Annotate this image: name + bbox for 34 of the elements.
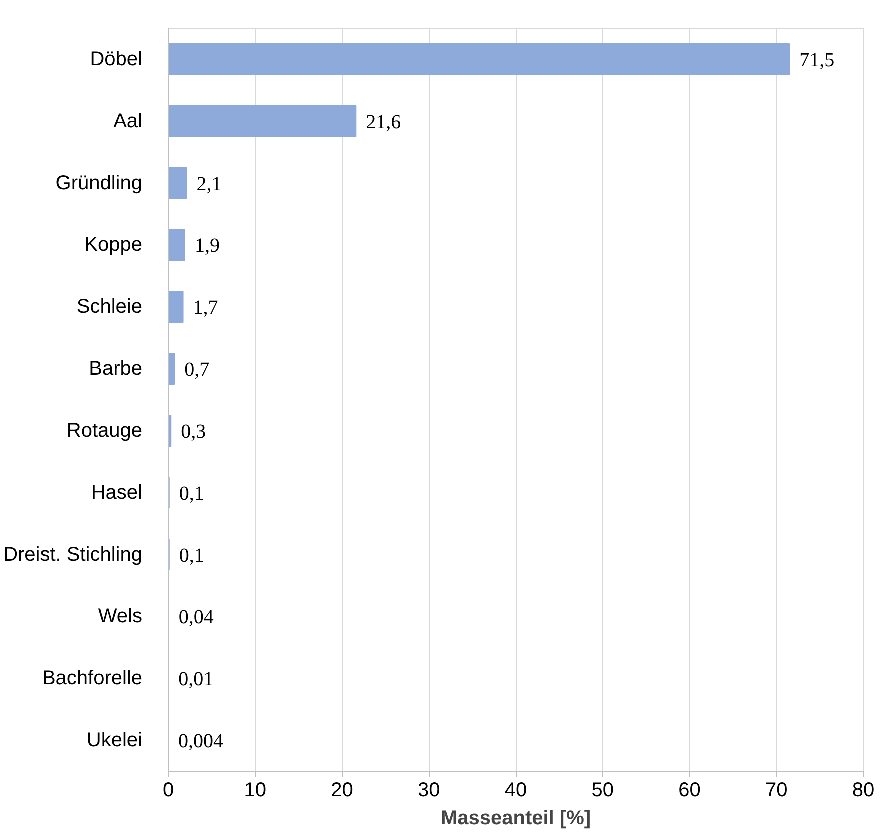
y-tick-label: Barbe <box>89 358 143 380</box>
data-label: 0,1 <box>179 544 204 567</box>
y-tick-label: Gründling <box>56 172 142 194</box>
data-label: 0,04 <box>178 606 214 629</box>
data-label: 0,004 <box>178 730 224 753</box>
x-tick-label: 70 <box>766 780 788 802</box>
y-tick-label: Döbel <box>90 48 143 70</box>
y-tick-label: Ukelei <box>86 730 142 752</box>
y-tick-label: Wels <box>98 606 143 628</box>
y-tick-label: Bachforelle <box>42 668 143 690</box>
x-tick-label: 20 <box>331 780 354 802</box>
y-tick-label: Koppe <box>84 234 143 256</box>
data-label: 1,7 <box>193 297 218 320</box>
x-tick-label: 60 <box>678 780 701 802</box>
y-tick-label: Schleie <box>76 296 143 318</box>
data-label: 0,1 <box>179 482 204 505</box>
y-tick-label: Aal <box>114 110 142 132</box>
x-tick-label: 0 <box>162 780 174 802</box>
data-label: 0,01 <box>178 668 214 691</box>
x-tick-label: 50 <box>592 780 614 802</box>
x-tick-label: 40 <box>504 780 528 802</box>
data-label: 1,9 <box>195 235 220 258</box>
data-label: 0,3 <box>181 420 206 443</box>
y-tick-label: Dreist. Stichling <box>4 544 142 566</box>
x-tick-label: 30 <box>418 780 440 802</box>
y-tick-label: Hasel <box>91 482 143 504</box>
y-tick-label: Rotauge <box>66 420 143 442</box>
x-axis-title: Masseanteil [%] <box>440 808 592 830</box>
data-label: 71,5 <box>800 49 835 72</box>
x-tick-label: 80 <box>852 780 875 802</box>
data-label: 21,6 <box>366 111 402 134</box>
data-label: 2,1 <box>196 173 222 196</box>
data-label: 0,7 <box>184 359 210 382</box>
x-tick-label: 10 <box>244 780 266 802</box>
